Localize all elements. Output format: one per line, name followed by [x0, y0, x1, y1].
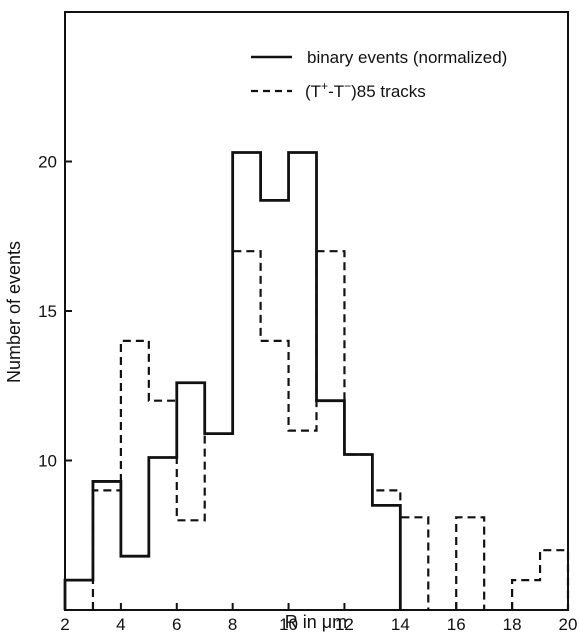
x-tick-label: 18: [503, 615, 522, 634]
track-difference-step-line: [455, 516, 486, 610]
legend-dashed-sup-plus: +: [321, 79, 328, 93]
binary-events-step-line: [63, 151, 402, 610]
track-difference-step-line: [511, 549, 570, 610]
y-axis-title: Number of events: [4, 241, 24, 383]
y-axis-ticks: 10 15 20: [38, 153, 72, 471]
track-difference-step-line: [91, 250, 430, 610]
legend-dashed-label: (T+-T−)85 tracks: [305, 79, 426, 101]
x-tick-label: 8: [228, 615, 237, 634]
x-tick-label: 2: [60, 615, 69, 634]
x-axis-title: R in μm: [285, 612, 347, 632]
legend: binary events (normalized) (T+-T−)85 tra…: [251, 48, 507, 101]
x-tick-label: 14: [391, 615, 410, 634]
x-tick-label: 6: [172, 615, 181, 634]
y-tick-label: 20: [38, 153, 57, 172]
x-tick-label: 4: [116, 615, 125, 634]
legend-dashed-close: ): [351, 82, 357, 101]
x-tick-label: 10: [279, 615, 298, 634]
legend-solid-label: binary events (normalized): [307, 48, 507, 67]
x-tick-label: 16: [447, 615, 466, 634]
series-layer: [63, 151, 570, 610]
legend-dashed-suffix: 85 tracks: [357, 82, 426, 101]
legend-dashed-mid: -T: [328, 82, 344, 101]
legend-dashed-sup-minus: −: [344, 79, 351, 93]
x-tick-label: 12: [335, 615, 354, 634]
x-tick-label: 20: [559, 615, 578, 634]
y-tick-label: 10: [38, 452, 57, 471]
legend-dashed-open: (T: [305, 82, 321, 101]
y-tick-label: 15: [38, 302, 57, 321]
